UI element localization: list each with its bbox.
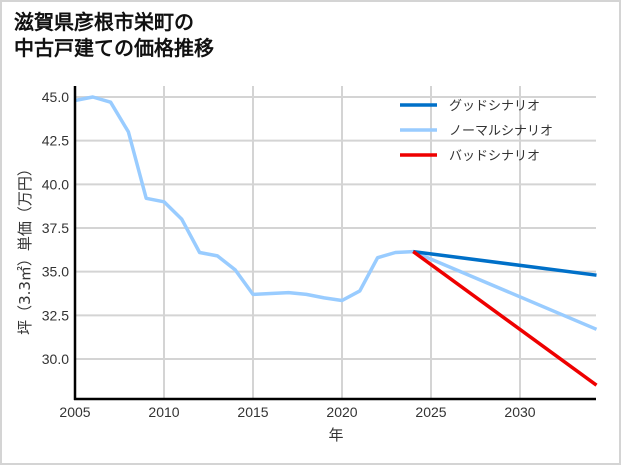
x-axis-label: 年 (328, 426, 343, 444)
chart-title-line-2: 中古戸建ての価格推移 (14, 36, 214, 60)
axes (73, 86, 596, 401)
series-lines (74, 95, 598, 387)
x-tick-label: 2005 (59, 404, 90, 420)
y-tick-label: 42.5 (42, 133, 69, 149)
series-line-2 (412, 250, 598, 387)
x-tick-label: 2025 (415, 404, 446, 420)
y-tick-label: 30.0 (42, 351, 69, 367)
series-line-0 (412, 249, 597, 277)
y-tick-label: 45.0 (42, 89, 69, 105)
legend-label: バッドシナリオ (449, 149, 540, 164)
x-tick-label: 2010 (148, 404, 179, 420)
y-tick-label: 37.5 (42, 220, 69, 236)
x-tick-label: 2030 (504, 404, 535, 420)
x-tick-label: 2015 (237, 404, 268, 420)
legend-label: グッドシナリオ (449, 99, 540, 114)
y-tick-label: 40.0 (42, 176, 69, 192)
legend-label: ノーマルシナリオ (449, 124, 553, 139)
y-tick-label: 32.5 (42, 307, 69, 323)
x-tick-label: 2020 (326, 404, 357, 420)
y-axis-ticks: 30.0 32.5 35.0 37.5 40.0 42.5 45.0 (42, 89, 69, 367)
x-axis-ticks: 2005 2010 2015 2020 2025 2030 (59, 404, 535, 420)
y-axis-label: 坪（3.3㎡）単価（万円） (16, 161, 34, 335)
y-tick-label: 35.0 (42, 264, 69, 280)
chart-title-line-1: 滋賀県彦根市栄町の (14, 10, 194, 34)
chart-title: 滋賀県彦根市栄町の 中古戸建ての価格推移 (14, 9, 214, 61)
series-line-1 (74, 95, 598, 331)
